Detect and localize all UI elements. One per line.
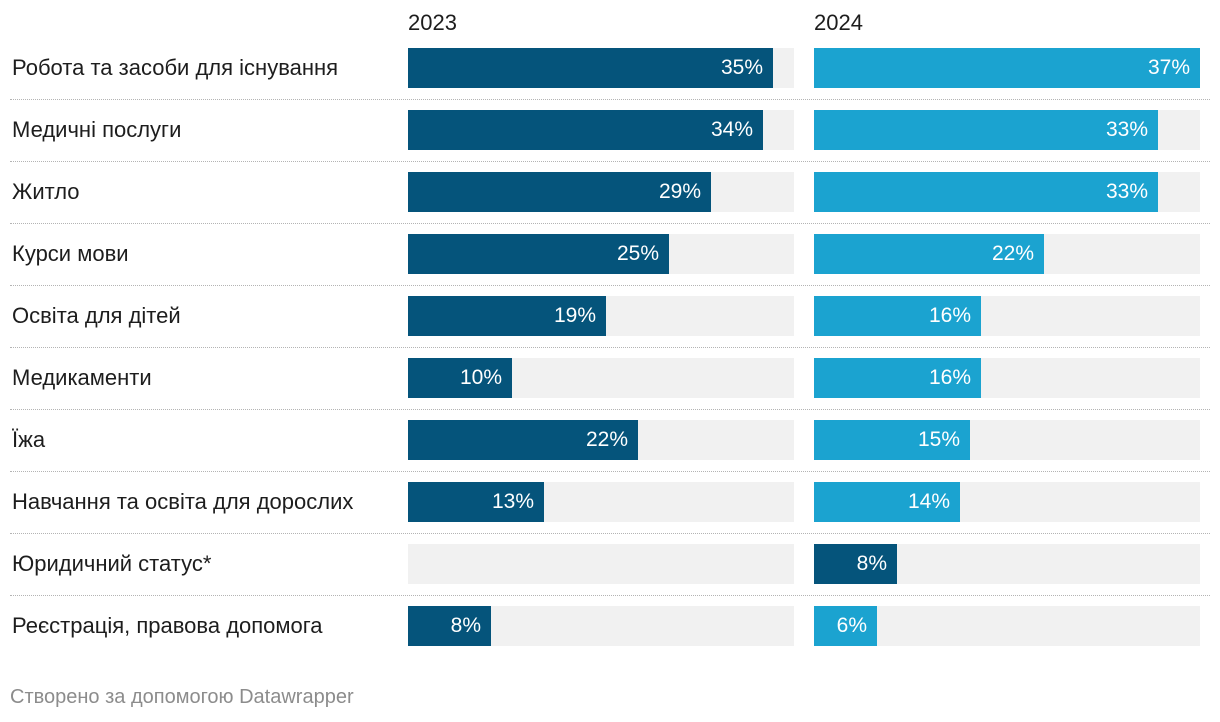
bar-2023: 34% [408,110,763,150]
bar-value-label: 29% [658,180,701,203]
bar-track-2024: 16% [814,358,1200,398]
bar-2023: 10% [408,358,512,398]
bar-2023: 35% [408,48,773,88]
bar-track-2024: 33% [814,110,1200,150]
bar-value-label: 13% [491,490,534,513]
bar-track-2023: 34% [408,110,794,150]
category-label: Робота та засоби для існування [12,55,339,80]
chart-row: Робота та засоби для існування 35% 37% [10,38,1210,100]
bar-track-2023: 19% [408,296,794,336]
category-label: Освіта для дітей [12,303,181,328]
bar-track-2024: 6% [814,606,1200,646]
category-label: Юридичний статус* [12,551,212,576]
category-label: Реєстрація, правова допомога [12,613,323,638]
column-title-2023: 2023 [408,10,457,35]
bar-2024: 33% [814,110,1158,150]
bar-track-2024: 8% [814,544,1200,584]
bar-2024: 33% [814,172,1158,212]
bar-2024: 22% [814,234,1044,274]
category-label: Курси мови [12,241,129,266]
bar-value-label: 33% [1105,180,1148,203]
row-divider [10,471,1210,472]
bar-track-2023: 8% [408,606,794,646]
bar-value-label: 22% [991,242,1034,265]
bar-2023: 19% [408,296,606,336]
column-title-2024: 2024 [814,10,863,35]
bar-value-label: 35% [720,56,763,79]
row-divider [10,533,1210,534]
row-divider [10,347,1210,348]
bar-value-label: 34% [710,118,753,141]
chart-row: Їжа 22% 15% [10,410,1210,472]
category-label: Житло [12,179,80,204]
bar-2023: 29% [408,172,711,212]
bar-value-label: 33% [1105,118,1148,141]
chart-row: Курси мови 25% 22% [10,224,1210,286]
bar-value-label: 15% [917,428,960,451]
bar-value-label: 16% [928,304,971,327]
bar-value-label: 8% [856,552,887,575]
chart-row: Навчання та освіта для дорослих 13% 14% [10,472,1210,534]
category-label: Медичні послуги [12,117,182,142]
bar-2023: 25% [408,234,669,274]
bar-value-label: 37% [1147,56,1190,79]
bar-track-2024: 15% [814,420,1200,460]
row-divider [10,595,1210,596]
bar-track-2024: 37% [814,48,1200,88]
chart-row: Юридичний статус* 8% [10,534,1210,596]
bar-track-2024: 14% [814,482,1200,522]
bar-2024: 16% [814,296,981,336]
chart-row: Освіта для дітей 19% 16% [10,286,1210,348]
bar-value-label: 10% [459,366,502,389]
footer-credit: Створено за допомогою Datawrapper [10,686,354,708]
bar-track-2023: 29% [408,172,794,212]
chart-row: Житло 29% 33% [10,162,1210,224]
bar-value-label: 19% [553,304,596,327]
bar-value-label: 16% [928,366,971,389]
bar-2024: 6% [814,606,877,646]
category-label: Навчання та освіта для дорослих [12,489,354,514]
row-divider [10,99,1210,100]
bar-2024: 37% [814,48,1200,88]
bar-value-label: 14% [907,490,950,513]
bar-track-2023: 25% [408,234,794,274]
bar-2023: 22% [408,420,638,460]
bar-2024: 16% [814,358,981,398]
bar-2023: 13% [408,482,544,522]
row-divider [10,409,1210,410]
bar-track-2024: 16% [814,296,1200,336]
chart-row: Реєстрація, правова допомога 8% 6% [10,596,1210,658]
bar-2024: 14% [814,482,960,522]
chart-row: Медичні послуги 34% 33% [10,100,1210,162]
bar-2024: 8% [814,544,897,584]
bar-value-label: 8% [450,614,481,637]
bar-track-2024: 33% [814,172,1200,212]
bar-2023: 8% [408,606,491,646]
row-divider [10,285,1210,286]
category-label: Їжа [12,427,46,452]
chart-row: Медикаменти 10% 16% [10,348,1210,410]
bar-2024: 15% [814,420,970,460]
bar-value-label: 22% [585,428,628,451]
bar-track-2023: 13% [408,482,794,522]
bar-track-2023: 10% [408,358,794,398]
row-divider [10,223,1210,224]
bar-value-label: 25% [616,242,659,265]
bar-value-label: 6% [836,614,867,637]
bar-track-2023: 35% [408,48,794,88]
row-divider [10,161,1210,162]
bar-track-2023: 22% [408,420,794,460]
bar-track-2023 [408,544,794,584]
bar-chart: 2023 2024 Робота та засоби для існування… [10,10,1210,658]
bar-track-2024: 22% [814,234,1200,274]
category-label: Медикаменти [12,365,152,390]
